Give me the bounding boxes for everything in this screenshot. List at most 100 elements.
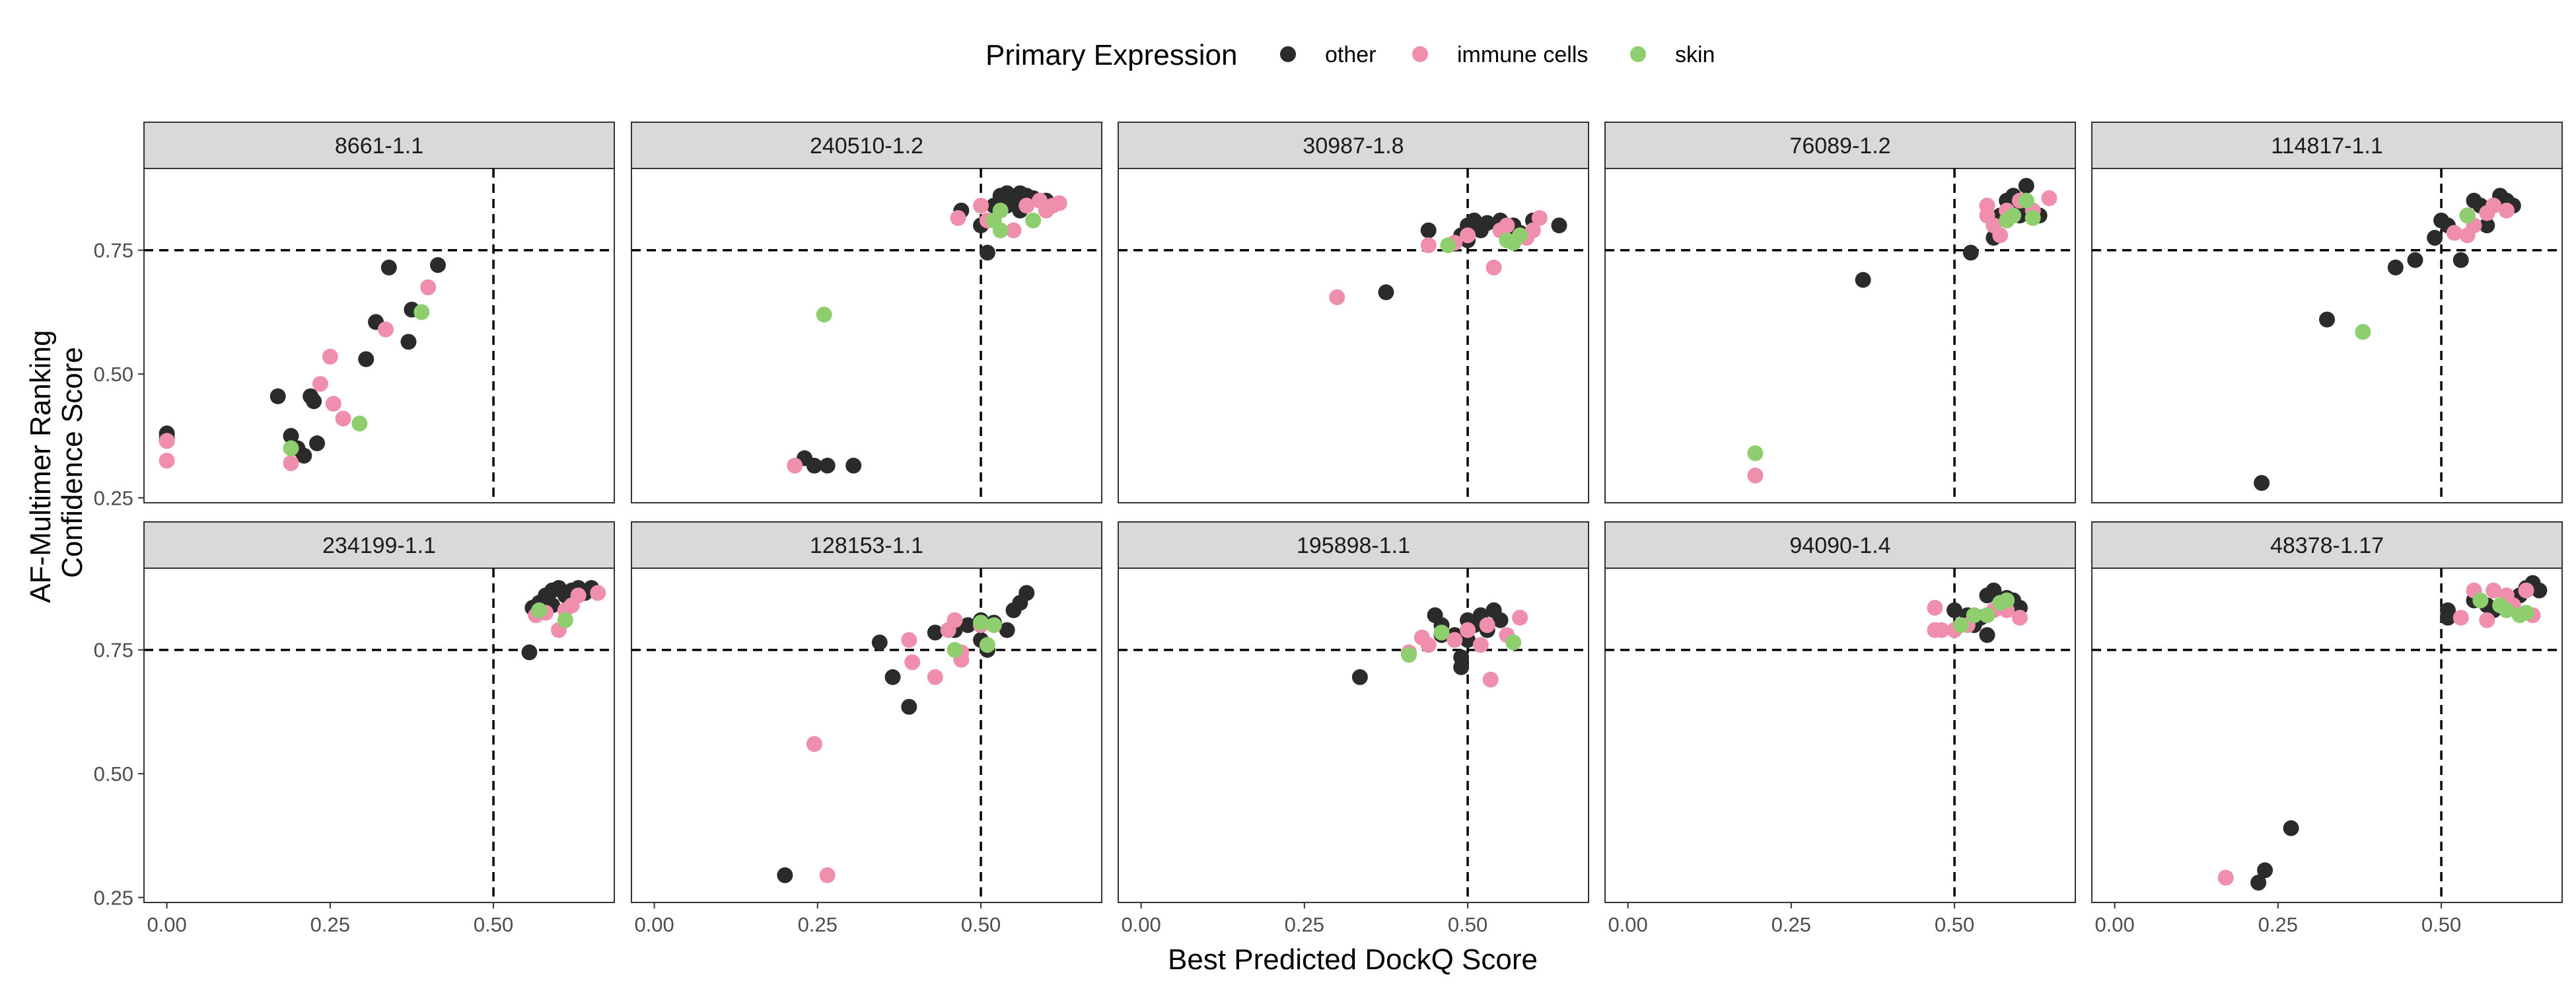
- data-point: [2486, 582, 2502, 599]
- data-point: [1492, 612, 1509, 628]
- data-point: [1531, 209, 1548, 226]
- data-point: [985, 617, 1002, 634]
- data-point: [1025, 212, 1042, 229]
- data-point: [1962, 244, 1979, 261]
- data-point: [960, 617, 976, 634]
- facet-label: 195898-1.1: [1297, 533, 1410, 558]
- data-point: [380, 259, 397, 275]
- y-tick-label: 0.75: [94, 239, 133, 262]
- data-point: [557, 612, 573, 628]
- data-point: [2355, 324, 2371, 340]
- data-point: [927, 669, 943, 685]
- data-point: [2011, 609, 2028, 626]
- data-point: [973, 614, 989, 631]
- data-point: [590, 585, 606, 601]
- facet-strip: [1604, 521, 2076, 569]
- data-point: [1505, 634, 1522, 651]
- y-axis-title-line-2: Confidence Score: [56, 347, 89, 578]
- data-point: [159, 433, 175, 449]
- legend-item-skin: skin: [1630, 42, 1715, 67]
- data-point: [2439, 602, 2456, 618]
- plot-area: [143, 568, 615, 903]
- facet-panel: 128153-1.1 0.00 0.25 0.50: [631, 521, 1102, 936]
- data-point: [1472, 637, 1489, 653]
- data-point: [819, 867, 836, 883]
- data-point: [1979, 627, 1995, 643]
- facet-panel: 234199-1.1 0.25 0.50 0.75 0.00 0.25 0.50: [94, 521, 615, 936]
- legend-label: other: [1325, 42, 1377, 67]
- facet-panel: 48378-1.17 0.00 0.25 0.50: [2091, 521, 2563, 936]
- data-point: [947, 612, 963, 628]
- data-point: [2479, 612, 2495, 628]
- x-axis-title: Best Predicted DockQ Score: [1168, 943, 1538, 976]
- data-point: [1551, 217, 1567, 234]
- data-point: [531, 602, 548, 618]
- data-point: [973, 198, 989, 214]
- facet-label: 114817-1.1: [2271, 133, 2383, 159]
- data-point: [1453, 659, 1470, 675]
- x-tick-label: 0.25: [798, 913, 838, 936]
- data-point: [979, 244, 995, 261]
- data-point: [283, 440, 299, 457]
- data-point: [2498, 602, 2515, 618]
- data-point: [1947, 602, 1963, 618]
- data-point: [2041, 190, 2057, 206]
- data-point: [2407, 252, 2423, 268]
- data-point: [1005, 222, 1022, 239]
- data-point: [1485, 259, 1502, 275]
- data-point: [2531, 582, 2548, 599]
- plot-area: [631, 168, 1102, 503]
- data-point: [283, 455, 299, 472]
- facet-panel: 195898-1.1 0.00 0.25 0.50: [1118, 521, 1589, 936]
- data-point: [309, 435, 326, 452]
- facet-panel: 30987-1.8: [1118, 122, 1589, 503]
- legend-label: immune cells: [1457, 42, 1588, 67]
- data-point: [1952, 617, 1969, 634]
- data-point: [420, 279, 437, 295]
- data-point: [159, 453, 175, 469]
- data-point: [1933, 622, 1950, 638]
- data-point: [2024, 209, 2041, 226]
- data-point: [1747, 445, 1764, 462]
- data-point: [1479, 215, 1495, 231]
- data-point: [296, 447, 312, 464]
- data-point: [2217, 869, 2234, 886]
- facet-panel: 94090-1.4 0.00 0.25 0.50: [1604, 521, 2076, 936]
- data-point: [2472, 592, 2489, 608]
- data-point: [358, 351, 375, 367]
- data-point: [2319, 311, 2335, 328]
- x-tick-label: 0.50: [961, 913, 1001, 936]
- data-point: [1512, 609, 1528, 626]
- data-point: [430, 257, 446, 274]
- facet-strip: [1118, 122, 1589, 169]
- data-point: [306, 393, 322, 410]
- x-tick-label: 0.25: [310, 913, 350, 936]
- facet-label: 48378-1.17: [2270, 533, 2384, 558]
- x-tick-label: 0.00: [2094, 913, 2134, 936]
- data-point: [1992, 227, 2009, 244]
- data-point: [816, 307, 832, 323]
- data-point: [400, 334, 417, 350]
- facet-strip: [143, 122, 615, 169]
- legend: Primary Expression other immune cells skin: [985, 39, 1715, 71]
- data-point: [2459, 207, 2476, 224]
- facet-panel: 114817-1.1: [2091, 122, 2563, 503]
- plot-area: [1604, 568, 2076, 903]
- data-point: [1401, 647, 1417, 663]
- data-point: [1927, 599, 1943, 616]
- data-point: [269, 388, 286, 404]
- data-point: [884, 669, 901, 685]
- facet-panels: 8661-1.1 0.25 0.50 0.75 240510-1.2 30987-1.8 7…: [94, 122, 2563, 936]
- data-point: [521, 644, 538, 661]
- y-tick-label: 0.50: [94, 363, 133, 386]
- data-point: [1019, 585, 1035, 601]
- data-point: [947, 642, 963, 658]
- data-point: [1460, 622, 1476, 638]
- data-point: [2018, 192, 2034, 209]
- data-point: [2518, 605, 2534, 621]
- facet-label: 234199-1.1: [322, 533, 436, 558]
- y-tick-label: 0.25: [94, 487, 133, 510]
- data-point: [1420, 222, 1437, 239]
- data-point: [1351, 669, 1368, 685]
